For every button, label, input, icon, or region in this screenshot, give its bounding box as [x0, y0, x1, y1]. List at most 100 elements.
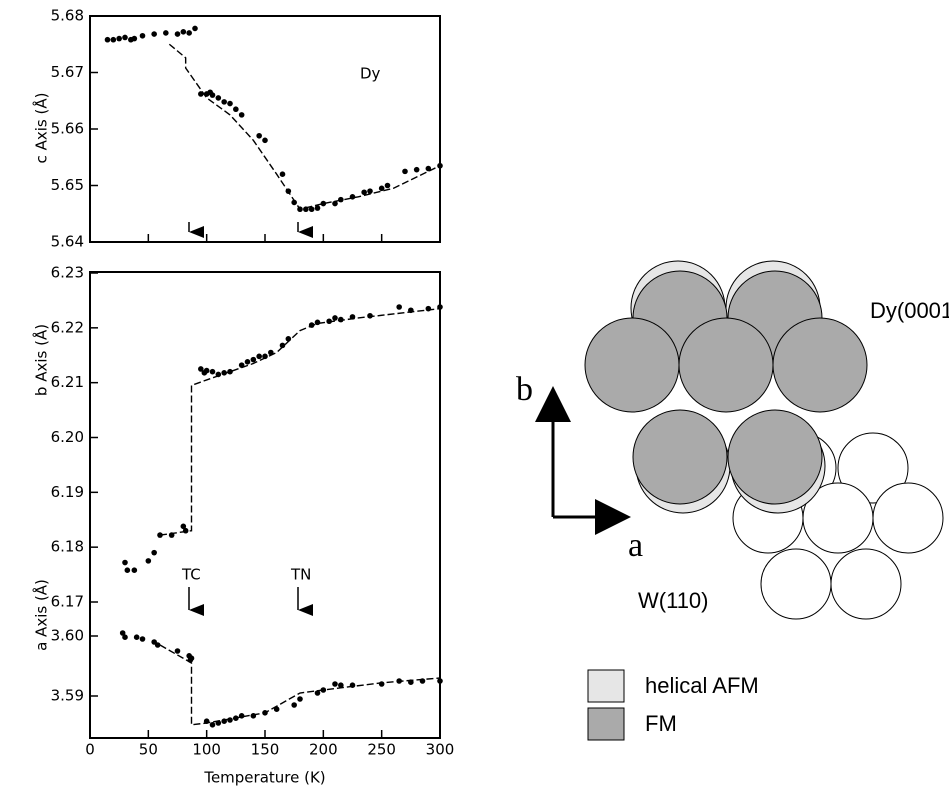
- y-tick-label: 6.19: [51, 483, 84, 501]
- data-point: [437, 162, 443, 169]
- data-point: [145, 558, 152, 564]
- x-tick-label: 0: [85, 741, 95, 759]
- axis-label: a: [628, 527, 643, 564]
- data-point: [250, 713, 257, 719]
- data-point: [338, 682, 344, 688]
- y-tick-label: 6.18: [51, 538, 84, 556]
- data-point: [139, 636, 146, 642]
- data-point: [408, 679, 414, 685]
- data-point: [119, 630, 126, 636]
- data-point: [192, 25, 198, 32]
- data-point: [215, 371, 222, 378]
- y-tick-label: 6.21: [51, 373, 84, 391]
- data-point: [320, 687, 327, 693]
- legend-label: helical AFM: [645, 673, 759, 698]
- data-point: [367, 312, 373, 319]
- data-point: [233, 106, 239, 113]
- data-point: [122, 559, 128, 566]
- data-point: [396, 678, 402, 684]
- data-point: [291, 702, 297, 708]
- data-point: [326, 318, 332, 325]
- data-point: [131, 567, 138, 573]
- data-point: [437, 678, 443, 684]
- data-point: [227, 100, 233, 107]
- data-point: [186, 30, 192, 36]
- data-point: [187, 657, 194, 663]
- data-point: [209, 722, 216, 728]
- data-point: [215, 720, 222, 726]
- data-point: [285, 336, 292, 342]
- y-tick-label: 3.60: [51, 627, 84, 645]
- data-point: [209, 368, 216, 375]
- data-point: [332, 681, 338, 687]
- y-axis-title: b Axis (Å): [32, 324, 51, 396]
- legend-label: FM: [645, 711, 677, 736]
- y-tick-label: 5.67: [51, 63, 84, 81]
- data-point: [221, 369, 227, 376]
- fit-line: [159, 307, 441, 536]
- data-point: [437, 304, 443, 310]
- data-point: [349, 314, 356, 320]
- y-tick-label: 6.17: [51, 593, 84, 611]
- lattice-diagram: [535, 260, 944, 741]
- data-point: [157, 532, 163, 538]
- data-point: [151, 549, 157, 556]
- data-point: [221, 99, 227, 105]
- data-point: [320, 200, 327, 207]
- x-tick-label: 300: [426, 741, 455, 759]
- data-point: [408, 307, 414, 314]
- data-point: [349, 682, 356, 688]
- fit-line: [168, 43, 441, 211]
- data-point: [131, 35, 138, 42]
- data-point: [262, 710, 268, 716]
- y-tick-label: 6.23: [51, 264, 84, 282]
- data-point: [303, 206, 309, 213]
- data-point: [396, 304, 402, 310]
- data-point: [367, 188, 373, 194]
- data-point: [180, 523, 187, 530]
- data-point: [402, 168, 408, 175]
- y-axis-title: c Axis (Å): [32, 93, 51, 164]
- frame-top: [89, 15, 441, 243]
- data-point: [338, 316, 344, 323]
- data-point: [215, 95, 222, 101]
- data-point: [122, 34, 128, 41]
- data-point: [314, 205, 321, 211]
- data-point: [250, 356, 257, 363]
- data-point: [308, 206, 315, 213]
- overlayer-label: Dy(0001): [870, 298, 949, 323]
- annotation: TC: [181, 566, 201, 584]
- data-point: [116, 35, 122, 42]
- data-point: [308, 322, 315, 328]
- data-point: [361, 189, 367, 196]
- data-point: [122, 634, 128, 640]
- data-point: [133, 634, 140, 640]
- data-point: [238, 362, 245, 368]
- data-point: [425, 165, 432, 172]
- data-point: [297, 206, 303, 213]
- data-point: [262, 137, 268, 144]
- data-point: [314, 690, 321, 696]
- data-point: [151, 31, 157, 37]
- annotation: TN: [290, 566, 311, 584]
- arrows: [188, 222, 313, 616]
- data-point: [182, 527, 189, 534]
- data-point: [163, 30, 169, 36]
- data-point: [227, 368, 233, 375]
- data-point: [221, 718, 227, 724]
- data-point: [244, 359, 251, 365]
- data-point: [384, 182, 391, 189]
- data-point: [291, 199, 297, 206]
- data-point: [227, 717, 233, 723]
- data-point: [209, 92, 216, 98]
- data-point: [262, 353, 268, 360]
- y-tick-label: 5.66: [51, 120, 84, 138]
- substrate-label: W(110): [638, 588, 709, 613]
- data-point: [238, 713, 245, 719]
- data-point: [174, 648, 181, 654]
- y-tick-label: 3.59: [51, 687, 84, 705]
- data-point: [338, 196, 344, 203]
- data-point: [203, 367, 210, 374]
- data-point: [238, 112, 245, 118]
